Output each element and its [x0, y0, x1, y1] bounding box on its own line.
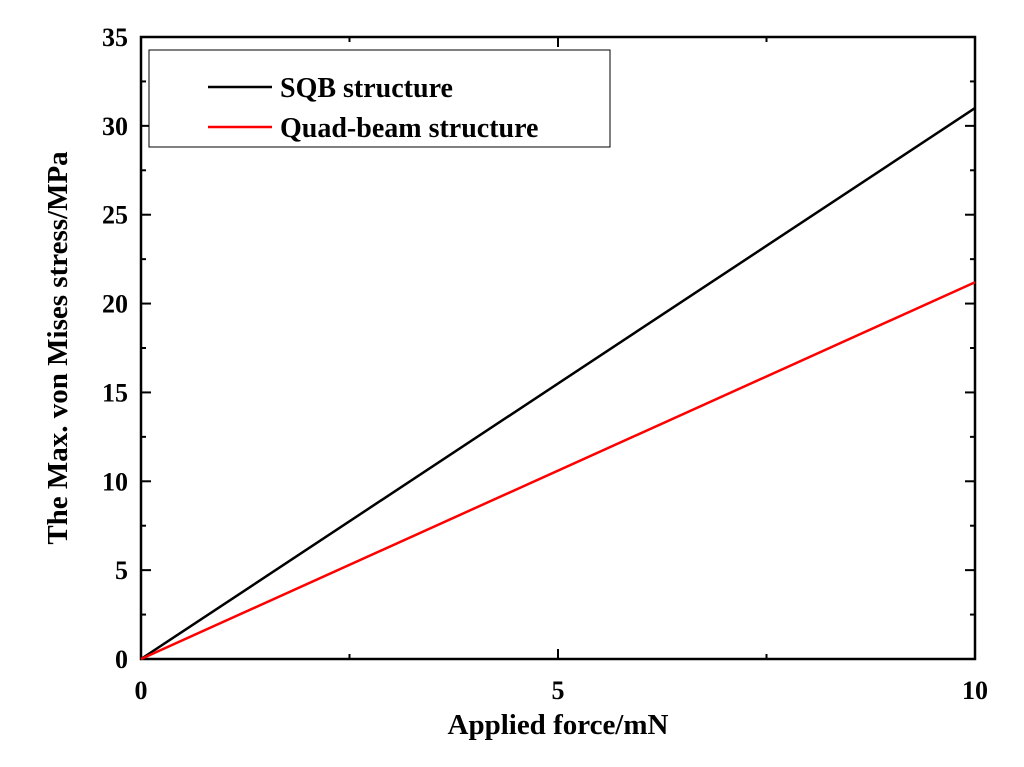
- axis-ticks: [140, 36, 976, 660]
- legend: SQB structure Quad-beam structure: [148, 49, 611, 148]
- x-tick-label: 5: [552, 676, 565, 705]
- y-tick-label: 10: [102, 467, 128, 496]
- legend-label-sqb: SQB structure: [280, 73, 453, 104]
- series-line-sqb: [140, 107, 976, 661]
- x-axis-title: Applied force/mN: [448, 709, 669, 741]
- x-tick-label: 0: [135, 676, 148, 705]
- y-tick-label: 30: [102, 112, 128, 141]
- tick-labels: 0 5 10 0 5 10 15 20 25 30 35: [102, 23, 988, 705]
- y-tick-label: 0: [115, 645, 128, 674]
- y-tick-label: 15: [102, 378, 128, 407]
- series-line-quad-beam: [140, 281, 976, 661]
- y-tick-label: 35: [102, 23, 128, 52]
- series-lines: [140, 107, 976, 661]
- y-axis-title: The Max. von Mises stress/MPa: [42, 151, 74, 545]
- legend-box: [148, 49, 611, 148]
- y-tick-label: 20: [102, 290, 128, 319]
- x-tick-label: 10: [962, 676, 988, 705]
- y-tick-label: 25: [102, 201, 128, 230]
- y-tick-label: 5: [115, 556, 128, 585]
- legend-label-quad-beam: Quad-beam structure: [280, 113, 538, 144]
